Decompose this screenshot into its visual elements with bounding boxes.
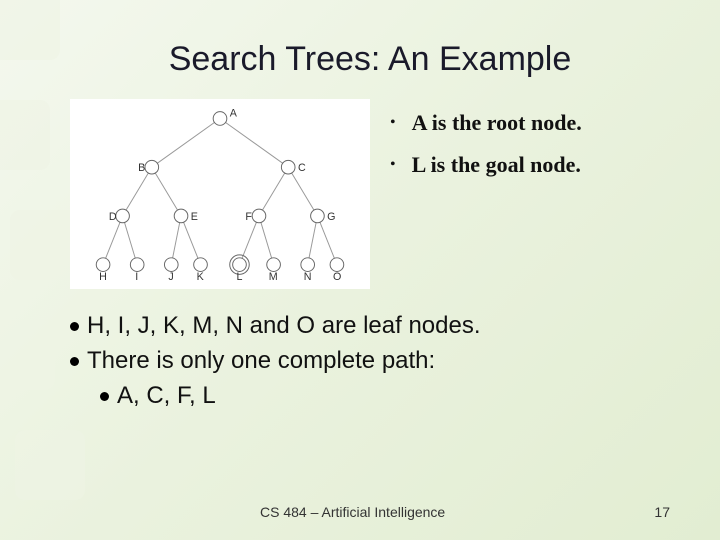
tree-edge: [220, 118, 288, 167]
tree-edge: [288, 167, 317, 216]
tree-edge: [152, 118, 220, 167]
tree-edge: [103, 216, 122, 265]
tree-node: [213, 112, 227, 126]
slide: Search Trees: An Example A B C D E F G H I J K L M N O…: [0, 0, 720, 540]
tree-node-label: D: [109, 211, 117, 223]
lower-bullets: H, I, J, K, M, N and O are leaf nodes.Th…: [70, 309, 670, 413]
tree-node: [164, 258, 178, 272]
tree-edge: [317, 216, 336, 265]
lower-bullet-text: H, I, J, K, M, N and O are leaf nodes.: [87, 309, 481, 344]
tree-edge: [123, 216, 138, 265]
tree-node-label: N: [304, 271, 312, 283]
tree-node: [311, 209, 325, 223]
bullet-dot-icon: •: [390, 109, 396, 137]
right-bullets: • A is the root node. • L is the goal node.: [390, 99, 582, 193]
slide-footer: CS 484 – Artificial Intelligence 17: [0, 504, 720, 520]
tree-node: [252, 209, 266, 223]
tree-node: [281, 160, 295, 174]
bullet-disc-icon: [100, 392, 109, 401]
tree-node: [116, 209, 130, 223]
bullet-disc-icon: [70, 322, 79, 331]
tree-node: [301, 258, 315, 272]
tree-node-label: O: [333, 271, 341, 283]
right-bullet-item: • A is the root node.: [390, 109, 582, 137]
bullet-disc-icon: [70, 357, 79, 366]
tree-node-label: A: [230, 108, 238, 120]
tree-node-label: M: [269, 271, 278, 283]
tree-svg: A B C D E F G H I J K L M N O: [70, 99, 370, 289]
tree-node-label: C: [298, 162, 306, 174]
tree-edge: [239, 216, 258, 265]
lower-bullet-item: H, I, J, K, M, N and O are leaf nodes.: [70, 309, 670, 344]
tree-node-label: K: [197, 271, 205, 283]
tree-node-label: H: [99, 271, 107, 283]
tree-node: [233, 258, 247, 272]
footer-course: CS 484 – Artificial Intelligence: [260, 504, 445, 520]
footer-page: 17: [654, 504, 670, 520]
content-row: A B C D E F G H I J K L M N O • A is the root node. • L i…: [70, 99, 670, 289]
tree-node: [145, 160, 159, 174]
tree-edge: [181, 216, 200, 265]
tree-node-label: B: [138, 162, 145, 174]
tree-edge: [308, 216, 318, 265]
lower-bullet-item: There is only one complete path:: [70, 344, 670, 379]
slide-title: Search Trees: An Example: [70, 40, 670, 79]
right-bullet-text: A is the root node.: [412, 109, 582, 137]
tree-node-label: J: [168, 271, 173, 283]
tree-node-label: F: [245, 211, 252, 223]
tree-node: [130, 258, 144, 272]
tree-node: [267, 258, 281, 272]
right-bullet-text: L is the goal node.: [412, 151, 581, 179]
tree-node-label: L: [237, 271, 243, 283]
lower-bullet-text: A, C, F, L: [117, 379, 216, 414]
tree-node: [174, 209, 188, 223]
bullet-dot-icon: •: [390, 151, 396, 179]
tree-node: [194, 258, 208, 272]
tree-edge: [171, 216, 181, 265]
tree-diagram: A B C D E F G H I J K L M N O: [70, 99, 370, 289]
tree-edge: [259, 216, 274, 265]
tree-node: [96, 258, 110, 272]
lower-bullet-item: A, C, F, L: [100, 379, 670, 414]
tree-node-label: I: [135, 271, 138, 283]
right-bullet-item: • L is the goal node.: [390, 151, 582, 179]
tree-edge: [123, 167, 152, 216]
tree-node: [330, 258, 344, 272]
tree-edge: [152, 167, 181, 216]
tree-edge: [259, 167, 288, 216]
tree-node-label: E: [191, 211, 198, 223]
tree-node-label: G: [327, 211, 335, 223]
lower-bullet-text: There is only one complete path:: [87, 344, 435, 379]
